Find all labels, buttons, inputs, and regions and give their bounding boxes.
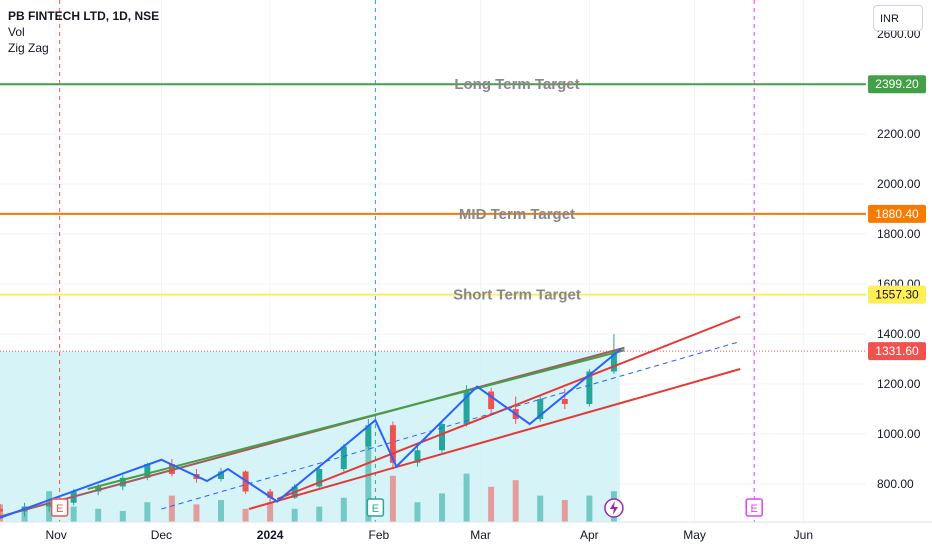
- y-tick-3: 1400.00: [877, 327, 921, 341]
- candle-body-14: [340, 446, 347, 469]
- level-label-1: MID Term Target: [459, 206, 575, 223]
- level-price-tag-2-text: 1557.30: [875, 288, 919, 302]
- x-tick-4: Mar: [470, 528, 491, 542]
- channel-upper-red[interactable]: [276, 315, 741, 500]
- candle-body-11: [267, 491, 274, 498]
- candle-body-0: [0, 509, 3, 512]
- volume-bar-19: [463, 473, 470, 522]
- x-tick-2: 2024: [257, 528, 284, 542]
- volume-bar-0: [0, 504, 3, 522]
- time-axis[interactable]: Nov Dec 2024 Feb Mar Apr May Jun: [0, 521, 932, 542]
- y-tick-6: 2000.00: [877, 177, 921, 191]
- volume-bar-5: [119, 511, 126, 522]
- candle-body-9: [218, 471, 225, 479]
- volume-bar-22: [537, 495, 544, 522]
- x-tick-3: Feb: [369, 528, 390, 542]
- earnings-event-label-0: E: [56, 503, 63, 515]
- volume-bar-23: [561, 500, 568, 522]
- x-tick-6: May: [683, 528, 706, 542]
- zigzag-polyline[interactable]: [0, 348, 622, 519]
- candle-body-15: [365, 425, 372, 447]
- volume-bar-8: [193, 504, 200, 522]
- last-price-tag-text: 1331.60: [875, 344, 919, 358]
- candle-body-18: [439, 424, 446, 451]
- candle-body-20: [488, 391, 495, 409]
- earnings-event-2[interactable]: [745, 498, 763, 517]
- price-tags: 2399.20 1880.40 1557.30 1331.60: [868, 75, 926, 361]
- volume-bar-12: [291, 508, 298, 522]
- volume-bar-11: [267, 502, 274, 522]
- candle-body-6: [144, 464, 151, 478]
- y-tick-1: 1000.00: [877, 427, 921, 441]
- vertical-markers: [59, 0, 755, 522]
- zigzag-indicator-label[interactable]: Zig Zag: [8, 41, 49, 55]
- x-tick-5: Apr: [580, 528, 599, 542]
- earnings-event-label-2: E: [751, 503, 758, 515]
- x-tick-1: Dec: [151, 528, 172, 542]
- candle-body-22: [537, 399, 544, 419]
- channel-brown[interactable]: [0, 346, 625, 518]
- currency-selector[interactable]: INR: [873, 5, 923, 31]
- level-price-tag-1-text: 1880.40: [875, 207, 919, 221]
- volume-bar-9: [218, 500, 225, 522]
- candle-body-7: [168, 464, 175, 474]
- candle-body-16: [389, 425, 396, 463]
- trend-lines: [0, 315, 741, 518]
- volume-bar-21: [512, 480, 519, 522]
- candle-body-13: [316, 469, 323, 487]
- earnings-event-0[interactable]: [50, 498, 69, 517]
- x-tick-7: Jun: [794, 528, 813, 542]
- zigzag-line: [0, 348, 622, 519]
- symbol-title[interactable]: PB FINTECH LTD, 1D, NSE: [8, 9, 160, 23]
- chart-legend: PB FINTECH LTD, 1D, NSE Vol Zig Zag: [8, 8, 159, 56]
- volume-bar-14: [340, 497, 347, 522]
- channel-mid-dashed[interactable]: [161, 341, 741, 510]
- candle-body-19: [463, 391, 470, 424]
- channel-green[interactable]: [87, 349, 625, 490]
- level-price-tag-1: [868, 204, 926, 223]
- level-price-tag-0-text: 2399.20: [875, 77, 919, 91]
- level-label-2: Short Term Target: [453, 287, 581, 304]
- volume-bar-18: [439, 493, 446, 522]
- volume-bar-24: [586, 495, 593, 522]
- candle-body-24: [586, 371, 593, 404]
- volume-bar-16: [389, 475, 396, 522]
- earnings-event-1[interactable]: [366, 498, 385, 517]
- level-price-tag-0: [868, 75, 926, 94]
- level-price-tag-2: [868, 285, 926, 304]
- y-tick-0: 800.00: [877, 477, 914, 491]
- candle-body-23: [561, 399, 568, 404]
- y-tick-7: 2200.00: [877, 127, 921, 141]
- candle-body-17: [414, 450, 421, 463]
- volume-bar-20: [488, 486, 495, 522]
- level-label-0: Long Term Target: [454, 76, 579, 93]
- lightning-glyph: [609, 501, 618, 515]
- candle-body-2: [46, 502, 53, 507]
- channel-lower-red[interactable]: [248, 368, 741, 510]
- volume-bar-15: [365, 436, 372, 522]
- y-tick-2: 1200.00: [877, 377, 921, 391]
- y-tick-5: 1800.00: [877, 227, 921, 241]
- volume-bar-13: [316, 506, 323, 522]
- target-levels: Long Term Target MID Term Target Short Ter…: [0, 76, 866, 304]
- volume-bar-4: [95, 508, 102, 522]
- last-price-tag: [868, 342, 926, 361]
- volume-bar-7: [168, 495, 175, 522]
- volume-bar-10: [242, 508, 249, 522]
- volume-bar-17: [414, 502, 421, 522]
- volume-indicator-label[interactable]: Vol: [8, 25, 25, 39]
- candle-body-5: [119, 477, 126, 487]
- volume-bar-3: [70, 506, 77, 522]
- shaded-range: [0, 351, 620, 522]
- earnings-event-label-1: E: [372, 503, 379, 515]
- x-tick-0: Nov: [45, 528, 66, 542]
- volume-bar-6: [144, 502, 151, 522]
- candle-body-25: [610, 351, 617, 372]
